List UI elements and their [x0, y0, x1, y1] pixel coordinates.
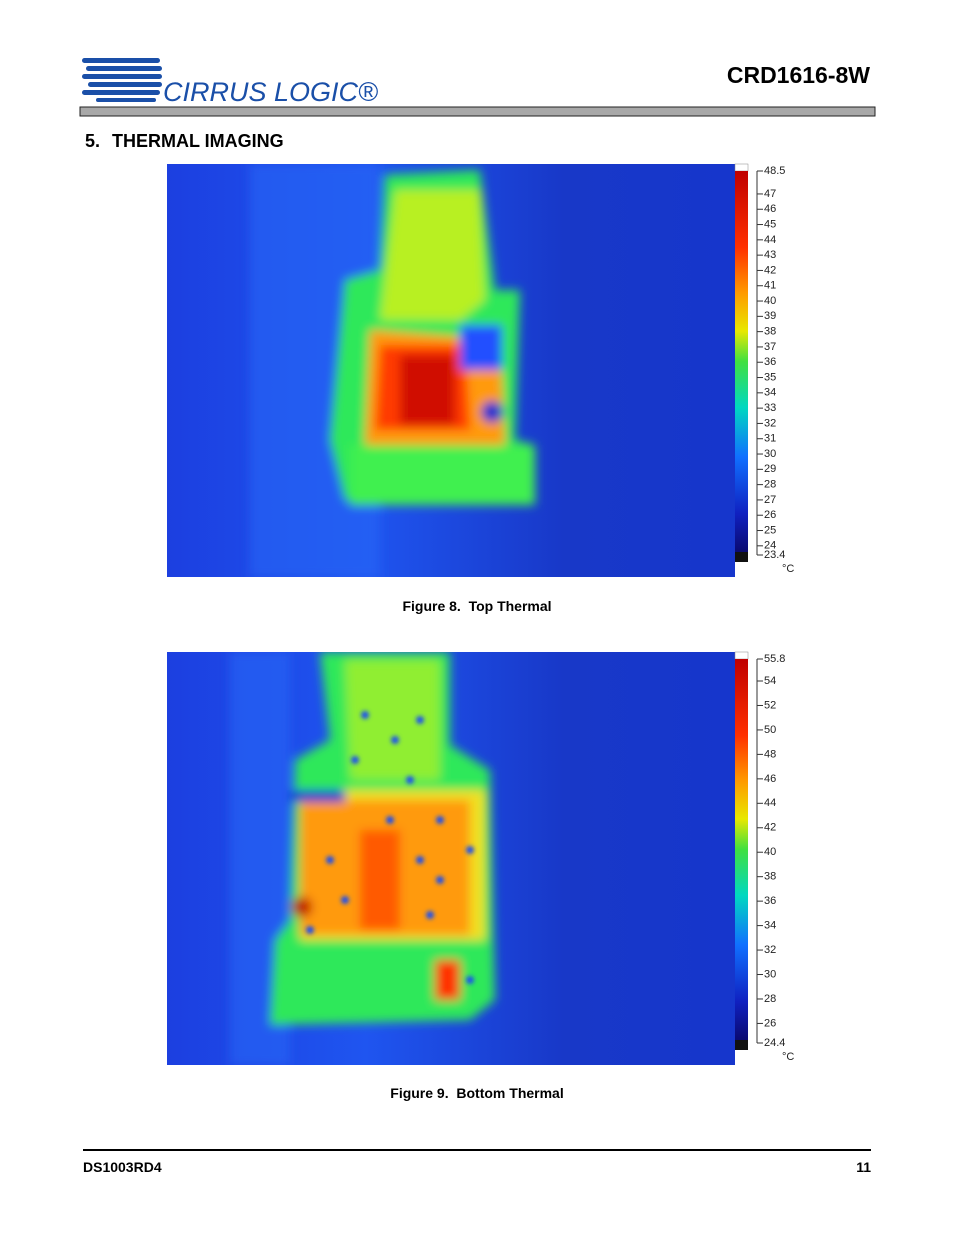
scale-label: 55.8	[764, 653, 785, 665]
scale-label: 44	[764, 797, 776, 809]
scale-label: 26	[764, 509, 776, 521]
scale-label: 50	[764, 724, 776, 736]
scale-label: 43	[764, 249, 776, 261]
footer-doc-id: DS1003RD4	[83, 1159, 162, 1175]
scale-label: 34	[764, 920, 776, 932]
scale-label: 30	[764, 448, 776, 460]
section-title: THERMAL IMAGING	[112, 131, 284, 151]
scale-label: 52	[764, 699, 776, 711]
scale-label: 46	[764, 203, 776, 215]
scale-label: 44	[764, 234, 776, 246]
scale-label: 28	[764, 993, 776, 1005]
scale-label: 35	[764, 371, 776, 383]
scale-label: 31	[764, 433, 776, 445]
scale-label: 54	[764, 675, 776, 687]
footer-page-number: 11	[856, 1159, 871, 1175]
scale-label: 41	[764, 280, 776, 292]
scale-label: 46	[764, 773, 776, 785]
logo-text: CIRRUS LOGIC®	[163, 77, 378, 107]
scale-label: 47	[764, 188, 776, 200]
figure-caption: Figure 9. Bottom Thermal	[390, 1085, 563, 1101]
scale-label: 34	[764, 387, 776, 399]
scale-label: 26	[764, 1017, 776, 1029]
figure-caption: Figure 8. Top Thermal	[402, 598, 551, 614]
doc-title: CRD1616-8W	[727, 62, 870, 88]
scale-label: 29	[764, 463, 776, 475]
scale-label: 42	[764, 264, 776, 276]
scale-label: 24	[764, 540, 776, 552]
thermal-image	[167, 651, 758, 1065]
scale-label: 48	[764, 748, 776, 760]
scale-unit: °C	[782, 563, 794, 575]
scale-unit: °C	[782, 1051, 794, 1063]
scale-label: 36	[764, 895, 776, 907]
header-bar	[79, 106, 876, 117]
scale-label: 37	[764, 341, 776, 353]
scale-label: 38	[764, 871, 776, 883]
scale-label: 32	[764, 944, 776, 956]
scale-label: 39	[764, 310, 776, 322]
scale-label: 36	[764, 356, 776, 368]
scale-label: 32	[764, 417, 776, 429]
logo: CIRRUS LOGIC®	[82, 58, 378, 107]
scale-label: 23.4	[764, 549, 785, 561]
scale-label: 48.5	[764, 165, 785, 177]
scale-label: 40	[764, 846, 776, 858]
scale-label: 45	[764, 218, 776, 230]
scale-label: 42	[764, 822, 776, 834]
scale-label: 24.4	[764, 1037, 785, 1049]
scale-label: 40	[764, 295, 776, 307]
scale-label: 38	[764, 326, 776, 338]
scale-label: 25	[764, 524, 776, 536]
scale-label: 28	[764, 479, 776, 491]
scale-label: 27	[764, 494, 776, 506]
section-number: 5.	[85, 131, 100, 151]
scale-label: 33	[764, 402, 776, 414]
thermal-image	[167, 163, 758, 577]
scale-label: 30	[764, 968, 776, 980]
